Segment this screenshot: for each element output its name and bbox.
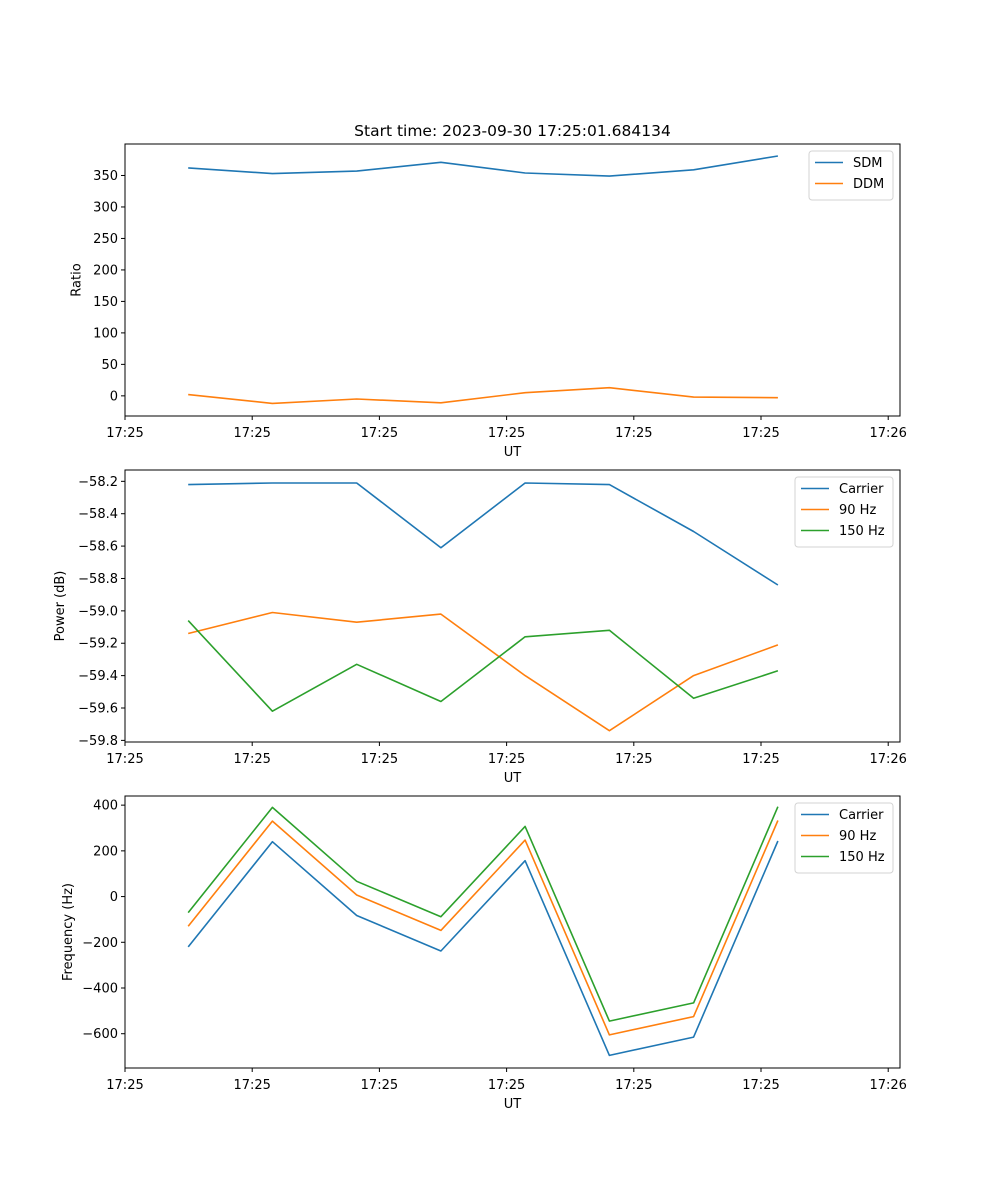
series-line-150-hz: [187, 620, 779, 713]
series-line-sdm: [188, 155, 779, 177]
series-line-carrier: [188, 482, 779, 586]
legend: SDM DDM: [808, 150, 894, 201]
plot-frame: [124, 795, 901, 1069]
x-tick-label: 17:25: [615, 752, 652, 767]
figure-title: Start time: 2023-09-30 17:25:01.684134: [354, 122, 671, 140]
x-tick-label: 17:25: [106, 752, 143, 767]
legend-label: 90 Hz: [839, 503, 876, 518]
subplot-ratio: 17:25 17:25 17:25 17:25 17:25 17:25 17:26 0 50 10…: [69, 143, 907, 460]
legend-box: [794, 476, 894, 548]
y-tick-label: −58.4: [78, 507, 118, 522]
legend-label: DDM: [853, 177, 884, 192]
series-line-150-hz: [187, 806, 779, 1022]
legend-label: Carrier: [839, 808, 884, 823]
y-tick-label: 250: [93, 232, 118, 247]
y-tick-label: −59.6: [78, 702, 118, 717]
x-tick-label: 17:25: [488, 752, 525, 767]
series-line-90-hz: [187, 820, 779, 1036]
x-tick-label: 17:26: [869, 752, 906, 767]
legend-label: 150 Hz: [839, 524, 885, 539]
y-axis-label: Frequency (Hz): [61, 883, 76, 981]
y-tick-label: −58.2: [78, 475, 118, 490]
y-tick-label: 100: [93, 326, 118, 341]
y-tick-label: −59.2: [78, 637, 118, 652]
series-line-ddm: [188, 386, 778, 405]
legend-label: Carrier: [839, 482, 884, 497]
x-tick-label: 17:25: [742, 752, 779, 767]
y-tick-label: −58.8: [78, 572, 118, 587]
y-axis-label: Power (dB): [53, 571, 68, 642]
legend: Carrier 90 Hz 150 Hz: [794, 802, 894, 874]
x-tick-label: 17:25: [233, 426, 270, 441]
plot-frame: [124, 143, 901, 417]
x-tick-label: 17:26: [869, 426, 906, 441]
y-tick-label: −400: [82, 982, 118, 997]
subplot-frequency: 17:25 17:25 17:25 17:25 17:25 17:25 17:26 400 20…: [61, 795, 907, 1112]
y-tick-label: 0: [110, 389, 118, 404]
y-tick-label: 350: [93, 169, 118, 184]
x-axis-label: UT: [504, 771, 522, 786]
y-tick-label: −200: [82, 936, 118, 951]
y-tick-label: 400: [93, 799, 118, 814]
y-tick-label: 200: [93, 263, 118, 278]
x-tick-label: 17:25: [742, 1078, 779, 1093]
subplot-power: 17:25 17:25 17:25 17:25 17:25 17:25 17:26 −58.2…: [53, 469, 907, 786]
x-tick-label: 17:25: [106, 1078, 143, 1093]
y-tick-label: 150: [93, 295, 118, 310]
y-axis-label: Ratio: [69, 263, 84, 296]
legend-box: [794, 802, 894, 874]
x-axis-label: UT: [504, 1097, 522, 1112]
x-tick-label: 17:25: [233, 752, 270, 767]
x-tick-label: 17:25: [361, 752, 398, 767]
y-tick-label: −600: [82, 1027, 118, 1042]
series-line-carrier: [187, 840, 779, 1057]
x-tick-label: 17:25: [361, 1078, 398, 1093]
legend-label: SDM: [853, 156, 882, 171]
y-tick-label: 300: [93, 200, 118, 215]
x-tick-label: 17:25: [233, 1078, 270, 1093]
x-tick-label: 17:25: [742, 426, 779, 441]
y-tick-label: −59.8: [78, 734, 118, 749]
y-tick-label: 0: [110, 890, 118, 905]
legend-label: 150 Hz: [839, 850, 885, 865]
x-tick-label: 17:25: [488, 426, 525, 441]
legend: Carrier 90 Hz 150 Hz: [794, 476, 894, 548]
x-tick-label: 17:25: [615, 1078, 652, 1093]
y-tick-label: −59.4: [78, 669, 118, 684]
legend-label: 90 Hz: [839, 829, 876, 844]
y-tick-label: −59.0: [78, 604, 118, 619]
plot-frame: [124, 469, 901, 743]
x-tick-label: 17:26: [869, 1078, 906, 1093]
x-tick-label: 17:25: [106, 426, 143, 441]
x-axis-label: UT: [504, 445, 522, 460]
x-tick-label: 17:25: [615, 426, 652, 441]
x-tick-label: 17:25: [488, 1078, 525, 1093]
y-tick-label: −58.6: [78, 540, 118, 555]
y-tick-label: 50: [101, 358, 118, 373]
x-tick-label: 17:25: [361, 426, 398, 441]
series-line-90-hz: [188, 611, 779, 732]
y-tick-label: 200: [93, 844, 118, 859]
